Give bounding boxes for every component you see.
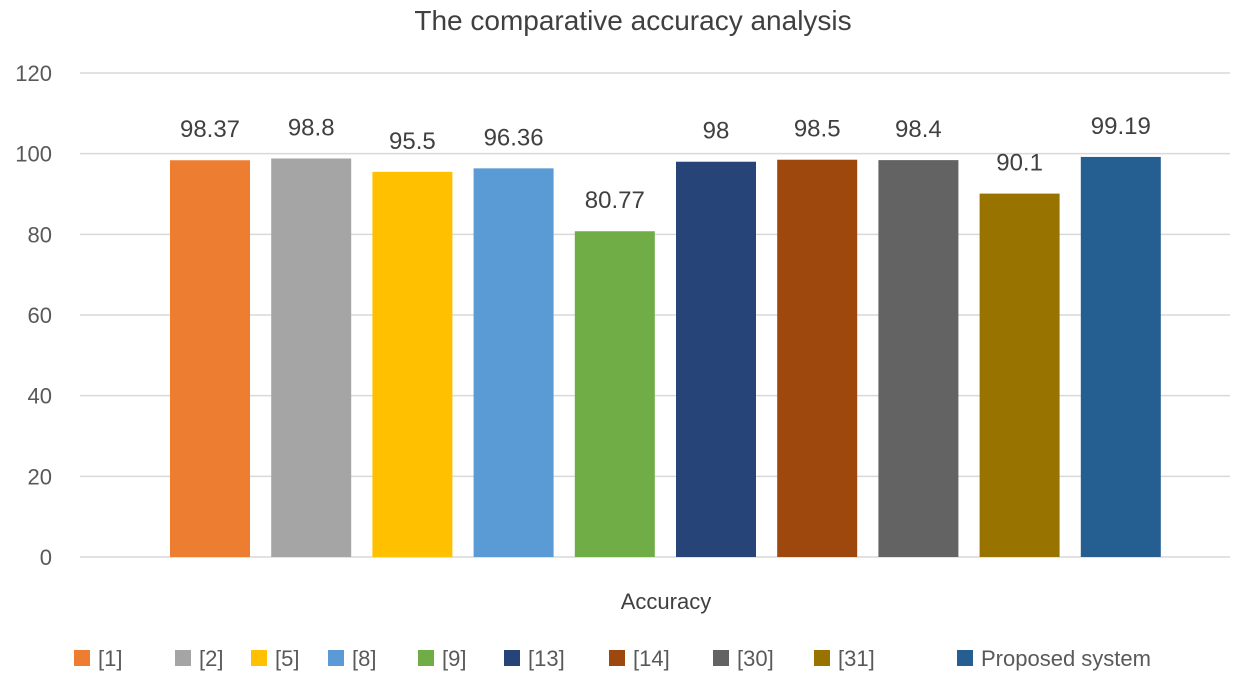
legend-swatch [814,650,830,666]
data-label: 98.8 [288,115,335,142]
legend-label: [9] [442,646,466,671]
y-tick-label: 20 [28,464,52,489]
legend-label: [5] [275,646,299,671]
bar [777,159,858,557]
data-label: 90.1 [996,150,1043,177]
y-tick-label: 0 [40,545,52,570]
legend-swatch [251,650,267,666]
data-label: 98.4 [895,116,942,143]
y-tick-label: 80 [28,222,52,247]
bar [676,161,756,557]
bar [878,160,959,557]
y-axis: 0 20 40 60 80 100 120 [15,61,52,570]
y-tick-label: 120 [15,61,52,86]
legend-swatch [175,650,191,666]
legend-label: [1] [98,646,122,671]
bar [271,158,352,558]
legend-label: [14] [633,646,670,671]
bar [473,168,554,557]
bar [1080,156,1161,558]
legend-swatch [418,650,434,666]
y-tick-label: 40 [28,384,52,409]
legend: [1] [2] [5] [8] [9] [13] [14] [30] [31] Proposed … [74,646,1151,671]
legend-swatch [74,650,90,666]
legend-label: [31] [838,646,875,671]
data-labels: 98.37 98.8 95.5 96.36 80.77 98 98.5 98.4 90.1 99.… [180,113,1151,214]
data-label: 98 [703,118,730,145]
y-tick-label: 60 [28,303,52,328]
bar [979,193,1060,557]
bar [574,231,655,557]
legend-label: [2] [199,646,223,671]
legend-label: [13] [528,646,565,671]
data-label: 95.5 [389,128,436,155]
bar [372,171,453,558]
legend-swatch [504,650,520,666]
legend-swatch [328,650,344,666]
legend-swatch [609,650,625,666]
data-label: 80.77 [585,187,645,214]
bars [170,156,1161,558]
legend-swatch [713,650,729,666]
data-label: 99.19 [1091,113,1151,140]
data-label: 98.5 [794,116,841,143]
bar [170,160,250,557]
chart-title: The comparative accuracy analysis [414,5,851,36]
y-tick-label: 100 [15,142,52,167]
legend-swatch [957,650,973,666]
legend-label: Proposed system [981,646,1151,671]
data-label: 98.37 [180,116,240,143]
legend-label: [30] [737,646,774,671]
legend-label: [8] [352,646,376,671]
x-axis-label: Accuracy [621,589,711,614]
data-label: 96.36 [484,124,544,151]
